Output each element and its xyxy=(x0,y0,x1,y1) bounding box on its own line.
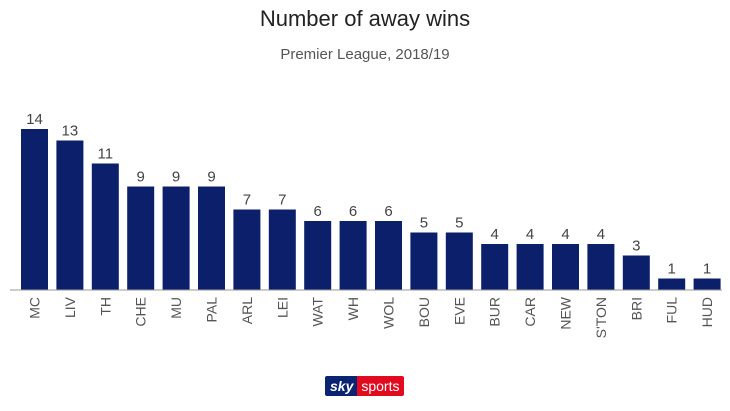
x-tick-label: EVE xyxy=(451,297,467,325)
x-tick-label: PAL xyxy=(204,297,220,323)
x-tick-label: S'TON xyxy=(593,297,609,338)
logo-sky-text: sky xyxy=(325,376,358,396)
x-tick-label: WAT xyxy=(310,297,326,327)
bars-group xyxy=(21,129,721,290)
bar-wh xyxy=(339,221,367,290)
bar-th xyxy=(91,163,119,290)
x-tick-label: BOU xyxy=(416,297,432,327)
value-label: 6 xyxy=(384,203,392,220)
chart-title: Number of away wins xyxy=(259,6,471,31)
value-label: 9 xyxy=(137,169,145,186)
x-tick-labels-group: MC LIV TH CHE MU PAL ARL LEI WAT WH WOL BOU EVE BUR CA… xyxy=(27,296,716,338)
bar-mu xyxy=(162,186,190,290)
value-label: 1 xyxy=(703,261,711,278)
x-tick-label: BRI xyxy=(628,297,644,320)
value-label: 7 xyxy=(243,192,251,209)
value-label: 9 xyxy=(172,169,180,186)
x-tick-label: LEI xyxy=(274,297,290,318)
bar-ston xyxy=(587,244,615,290)
bar-arl xyxy=(233,209,261,290)
chart-subtitle: Premier League, 2018/19 xyxy=(280,46,450,63)
bar-eve xyxy=(445,232,473,290)
bar-bri xyxy=(622,255,650,290)
bar-bou xyxy=(410,232,438,290)
x-tick-label: WH xyxy=(345,297,361,320)
value-label: 4 xyxy=(561,226,569,243)
value-label: 4 xyxy=(526,226,534,243)
value-label: 13 xyxy=(62,123,79,140)
x-tick-label: TH xyxy=(97,297,113,316)
bar-new xyxy=(552,244,579,290)
bar-ful xyxy=(658,278,686,290)
value-label: 11 xyxy=(98,146,114,163)
value-label: 14 xyxy=(26,111,43,128)
x-tick-label: NEW xyxy=(558,296,574,329)
x-tick-label: CAR xyxy=(522,297,538,327)
x-tick-label: WOL xyxy=(381,297,397,329)
x-tick-label: FUL xyxy=(664,297,680,324)
sky-sports-logo: sky sports xyxy=(325,376,405,396)
value-label: 1 xyxy=(668,261,676,278)
x-tick-label: MU xyxy=(168,297,184,319)
value-label: 6 xyxy=(314,203,322,220)
value-label: 5 xyxy=(455,215,463,232)
x-tick-label: LIV xyxy=(62,296,78,318)
value-label: 4 xyxy=(491,226,499,243)
value-label: 6 xyxy=(349,203,357,220)
bar-lei xyxy=(268,209,296,290)
x-tick-label: MC xyxy=(27,297,43,319)
bar-hud xyxy=(693,278,721,290)
value-label: 5 xyxy=(420,215,428,232)
bar-liv xyxy=(56,140,84,290)
bar-che xyxy=(127,186,155,290)
value-label: 4 xyxy=(597,226,605,243)
x-tick-label: BUR xyxy=(487,297,503,327)
x-tick-label: ARL xyxy=(239,297,255,324)
value-label: 9 xyxy=(207,169,215,186)
bar-wol xyxy=(375,221,402,290)
value-label: 7 xyxy=(278,192,286,209)
logo-sports-text: sports xyxy=(357,376,405,396)
value-label: 3 xyxy=(632,238,640,255)
bar-bur xyxy=(481,244,509,290)
bar-mc xyxy=(21,129,48,290)
bar-pal xyxy=(198,186,225,290)
x-tick-label: HUD xyxy=(699,297,715,327)
bar-wat xyxy=(304,221,332,290)
x-tick-label: CHE xyxy=(133,297,149,327)
bar-car xyxy=(516,244,544,290)
